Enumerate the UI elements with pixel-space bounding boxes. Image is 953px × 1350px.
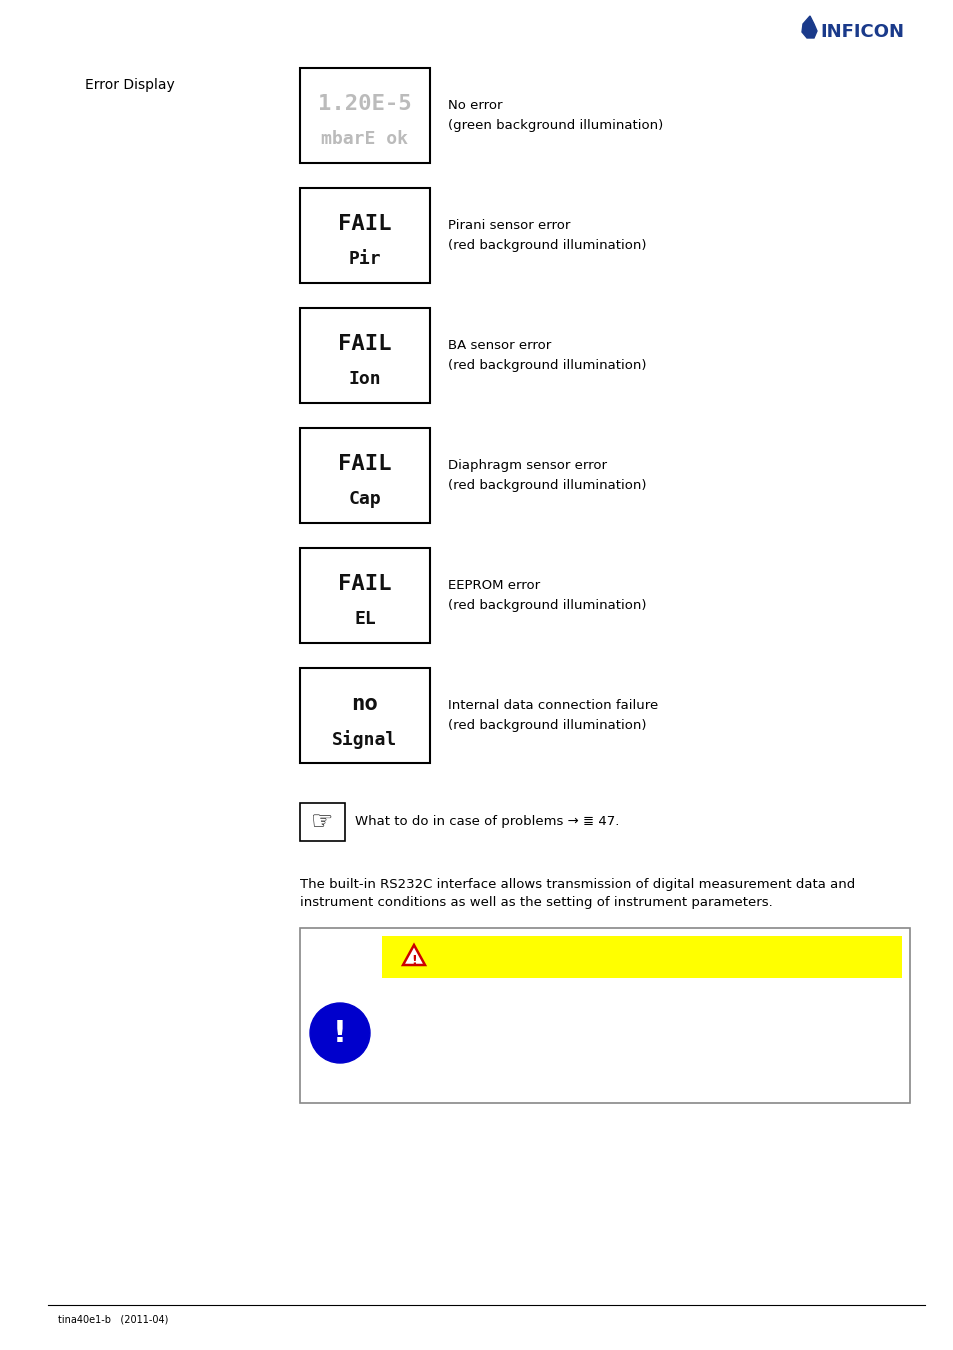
Text: FAIL: FAIL	[338, 215, 392, 234]
Bar	[299, 308, 430, 404]
Text: (red background illumination): (red background illumination)	[448, 720, 646, 732]
Text: (red background illumination): (red background illumination)	[448, 599, 646, 612]
Text: ☞: ☞	[311, 810, 333, 834]
Text: FAIL: FAIL	[338, 454, 392, 474]
Circle shape	[310, 1003, 370, 1062]
Text: No error: No error	[448, 99, 502, 112]
Text: EL: EL	[354, 610, 375, 628]
Text: Cap: Cap	[349, 490, 381, 508]
Text: What to do in case of problems → ≣ 47.: What to do in case of problems → ≣ 47.	[355, 815, 618, 829]
Polygon shape	[402, 945, 424, 965]
Bar	[381, 936, 901, 977]
Text: INFICON: INFICON	[820, 23, 903, 40]
Text: mbarE ok: mbarE ok	[321, 130, 408, 148]
Text: 1.20E-5: 1.20E-5	[318, 95, 412, 115]
Text: Pirani sensor error: Pirani sensor error	[448, 219, 570, 232]
Text: !: !	[411, 954, 416, 968]
Text: EEPROM error: EEPROM error	[448, 579, 539, 593]
Bar	[299, 668, 430, 763]
Text: The built-in RS232C interface allows transmission of digital measurement data an: The built-in RS232C interface allows tra…	[299, 878, 854, 891]
Text: FAIL: FAIL	[338, 574, 392, 594]
Text: (red background illumination): (red background illumination)	[448, 359, 646, 373]
Polygon shape	[801, 16, 816, 38]
Text: FAIL: FAIL	[338, 333, 392, 354]
Bar	[299, 188, 430, 284]
Text: The attempt to operate a fieldbus gauge (BCG450-SD / -SP) with the: The attempt to operate a fieldbus gauge …	[385, 1008, 814, 1021]
Bar	[299, 548, 430, 643]
Text: BA sensor error: BA sensor error	[448, 339, 551, 352]
Text: tina40e1-b   (2011-04): tina40e1-b (2011-04)	[58, 1315, 168, 1324]
Text: Pir: Pir	[349, 250, 381, 269]
Bar	[299, 927, 909, 1103]
Text: Error Display: Error Display	[85, 78, 174, 92]
Bar	[299, 68, 430, 163]
Text: (green background illumination): (green background illumination)	[448, 119, 662, 132]
Bar	[299, 803, 345, 841]
Text: Fieldbus gauges must not be operated with the RS232C interface.: Fieldbus gauges must not be operated wit…	[385, 1048, 798, 1061]
Text: (red background illumination): (red background illumination)	[448, 239, 646, 252]
Text: Internal data connection failure: Internal data connection failure	[448, 699, 658, 711]
Text: RS232C interface causes data transmission errors.: RS232C interface causes data transmissio…	[385, 1027, 701, 1041]
Text: Signal: Signal	[332, 730, 397, 749]
Text: Diaphragm sensor error: Diaphragm sensor error	[448, 459, 606, 472]
Text: !: !	[333, 1018, 347, 1048]
Bar	[299, 428, 430, 522]
Text: no: no	[352, 694, 378, 714]
Text: Ion: Ion	[349, 370, 381, 389]
Text: (red background illumination): (red background illumination)	[448, 479, 646, 491]
Text: Caution: data transmission errors: Caution: data transmission errors	[385, 988, 594, 1000]
Text: instrument conditions as well as the setting of instrument parameters.: instrument conditions as well as the set…	[299, 896, 772, 909]
